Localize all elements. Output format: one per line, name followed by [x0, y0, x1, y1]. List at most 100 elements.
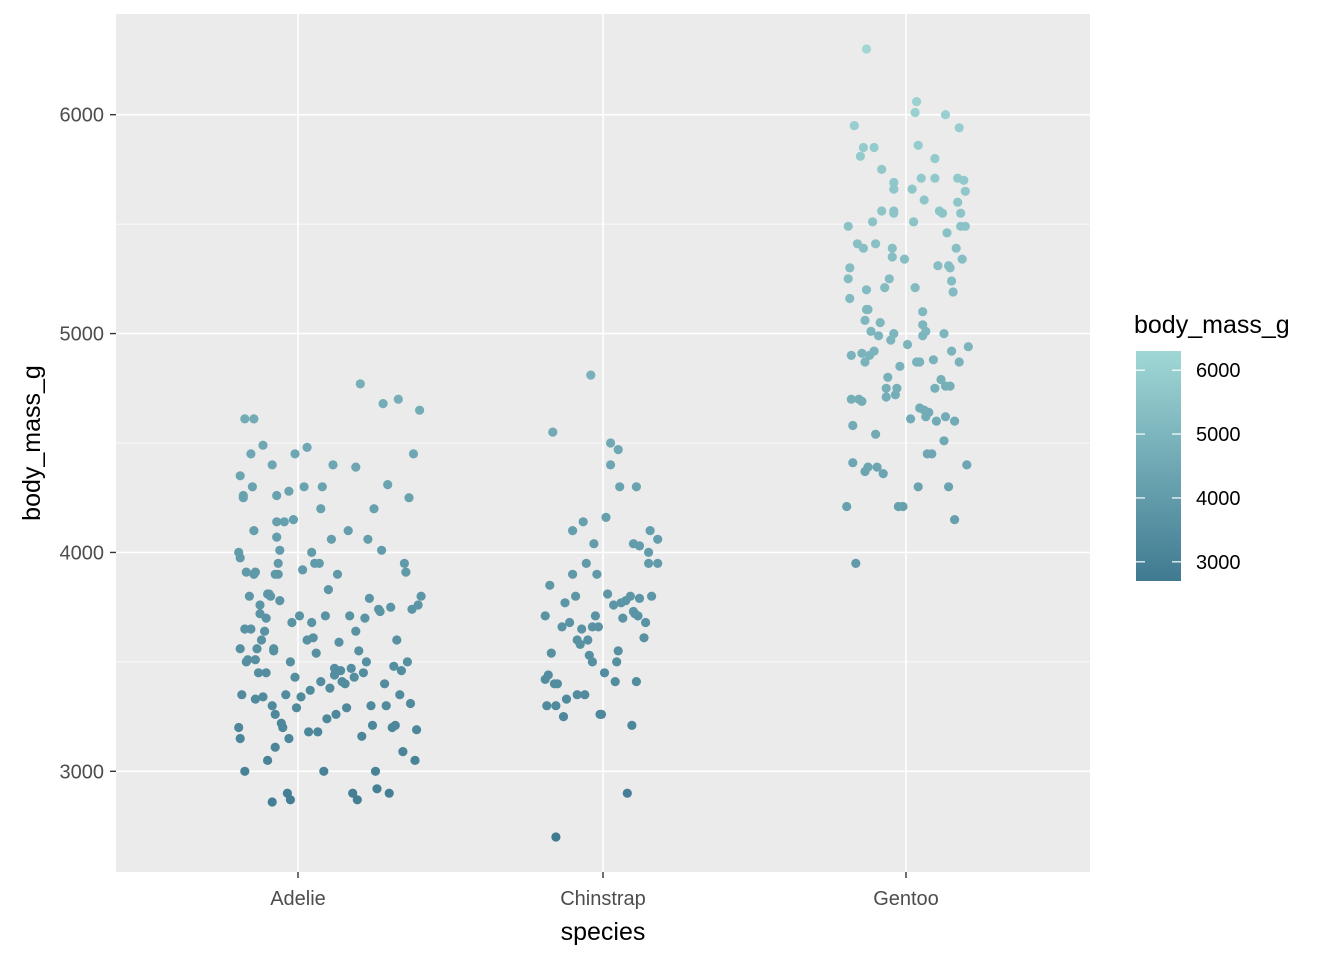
data-point — [871, 429, 881, 439]
data-point — [963, 342, 973, 352]
data-point — [592, 569, 602, 579]
data-point — [960, 186, 970, 196]
y-tick-label: 3000 — [60, 761, 105, 783]
data-point — [863, 462, 873, 472]
data-point — [352, 795, 362, 805]
data-point — [855, 151, 866, 161]
data-point — [868, 217, 878, 227]
data-point — [634, 541, 645, 551]
data-point — [909, 217, 919, 227]
data-point — [316, 677, 326, 687]
data-point — [258, 692, 268, 702]
data-point — [314, 558, 324, 569]
data-point — [317, 482, 327, 492]
data-point — [346, 663, 356, 674]
data-point — [378, 399, 388, 409]
data-point — [249, 414, 259, 424]
data-point — [363, 534, 373, 544]
data-point — [323, 585, 333, 595]
data-point — [328, 460, 338, 470]
data-point — [587, 657, 598, 667]
data-point — [558, 712, 569, 722]
data-point — [845, 263, 855, 273]
data-point — [921, 326, 931, 336]
data-point — [581, 558, 591, 569]
data-point — [869, 346, 879, 356]
data-point — [861, 285, 872, 295]
data-point — [568, 526, 578, 536]
data-point — [290, 449, 300, 459]
data-point — [548, 427, 558, 437]
data-point — [416, 591, 426, 601]
data-point — [915, 357, 925, 367]
data-point — [930, 173, 940, 183]
data-point — [354, 646, 364, 656]
data-point — [937, 208, 948, 218]
data-point — [641, 617, 651, 628]
data-point — [270, 709, 280, 720]
data-point — [375, 606, 385, 617]
data-point — [369, 504, 379, 514]
data-point — [305, 685, 315, 695]
data-point — [860, 315, 870, 325]
data-point — [910, 283, 920, 293]
data-point — [939, 436, 949, 446]
data-point — [332, 569, 343, 579]
data-point — [889, 329, 899, 339]
data-point — [551, 832, 561, 842]
data-point — [270, 742, 280, 752]
data-point — [235, 471, 245, 481]
data-point — [848, 420, 858, 431]
data-point — [848, 458, 858, 468]
legend-tick-label: 3000 — [1196, 552, 1241, 574]
data-point — [552, 679, 563, 689]
data-point — [250, 567, 260, 577]
data-point — [863, 304, 873, 315]
data-point — [924, 407, 934, 417]
data-points — [234, 44, 973, 842]
data-point — [361, 657, 371, 667]
data-point — [912, 97, 922, 107]
data-point — [399, 558, 409, 569]
data-point — [250, 694, 260, 704]
data-point — [898, 501, 908, 512]
data-point — [930, 153, 940, 164]
data-point — [386, 602, 396, 612]
x-axis-title: species — [561, 918, 646, 946]
data-point — [234, 722, 244, 733]
data-point — [281, 690, 291, 700]
legend-tick-label: 6000 — [1196, 360, 1241, 382]
data-point — [892, 383, 902, 393]
data-point — [866, 326, 876, 336]
data-point — [590, 611, 601, 621]
data-point — [589, 539, 599, 549]
data-point — [355, 379, 365, 389]
data-point — [874, 331, 884, 341]
data-point — [380, 679, 390, 689]
data-point — [372, 784, 382, 794]
data-point — [889, 184, 899, 194]
data-point — [599, 668, 610, 678]
data-point — [568, 569, 578, 579]
data-point — [360, 613, 370, 623]
data-point — [383, 480, 393, 490]
data-point — [880, 283, 890, 293]
data-point — [887, 243, 897, 253]
data-point — [622, 788, 632, 798]
data-point — [951, 243, 961, 253]
data-point — [889, 208, 899, 218]
data-point — [947, 346, 957, 356]
data-point — [869, 142, 879, 153]
data-point — [299, 482, 309, 492]
legend-tick-label: 5000 — [1196, 424, 1241, 446]
data-point — [877, 164, 887, 174]
data-point — [348, 788, 358, 798]
data-point — [267, 460, 277, 470]
data-point — [269, 646, 279, 656]
data-point — [358, 668, 368, 678]
data-point — [851, 558, 861, 569]
y-tick-label: 5000 — [60, 324, 105, 346]
data-point — [875, 318, 885, 328]
data-point — [304, 727, 314, 737]
data-point — [357, 731, 367, 741]
